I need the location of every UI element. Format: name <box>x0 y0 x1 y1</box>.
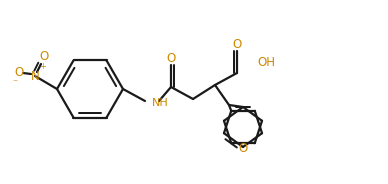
Text: O: O <box>14 66 24 79</box>
Text: O: O <box>166 52 176 65</box>
Text: NH: NH <box>152 98 169 108</box>
Text: O: O <box>232 38 242 50</box>
Text: O: O <box>238 141 248 155</box>
Text: +: + <box>39 62 46 71</box>
Text: OH: OH <box>257 56 275 70</box>
Text: O: O <box>39 50 48 63</box>
Text: N: N <box>31 70 39 82</box>
Text: ⁻: ⁻ <box>12 78 17 88</box>
